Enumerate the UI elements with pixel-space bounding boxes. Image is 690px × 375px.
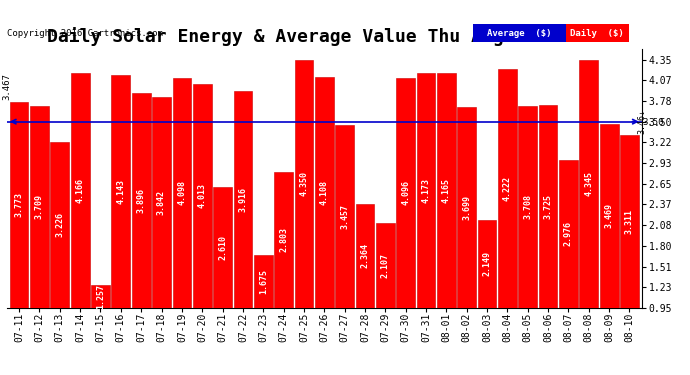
Text: 4.345: 4.345 — [584, 171, 593, 196]
Text: 3.311: 3.311 — [625, 209, 634, 234]
Bar — [152, 97, 171, 308]
Bar — [30, 106, 49, 308]
Bar — [457, 107, 476, 308]
Text: 3.842: 3.842 — [157, 190, 166, 214]
Text: 3.896: 3.896 — [137, 188, 146, 213]
Text: 4.143: 4.143 — [117, 178, 126, 204]
Text: 2.364: 2.364 — [360, 243, 369, 268]
Text: 3.50: 3.50 — [642, 118, 664, 127]
FancyBboxPatch shape — [473, 24, 566, 42]
Text: 1.257: 1.257 — [96, 284, 105, 309]
Text: 4.096: 4.096 — [401, 180, 410, 206]
Text: 2.610: 2.610 — [218, 234, 227, 260]
Text: 4.350: 4.350 — [299, 171, 308, 196]
Title: Daily Solar Energy & Average Value Thu Aug 11 19:54: Daily Solar Energy & Average Value Thu A… — [47, 27, 602, 46]
Text: 3.469: 3.469 — [604, 203, 613, 228]
Text: 2.149: 2.149 — [482, 251, 491, 276]
Bar — [477, 220, 496, 308]
Bar — [233, 92, 253, 308]
Text: 3.916: 3.916 — [239, 187, 248, 212]
Bar — [539, 105, 558, 308]
Text: Average  ($): Average ($) — [487, 29, 552, 38]
Bar — [417, 73, 435, 308]
Bar — [295, 60, 313, 308]
Bar — [559, 160, 578, 308]
Bar — [50, 142, 69, 308]
Text: 3.467: 3.467 — [2, 73, 12, 99]
Bar — [437, 73, 455, 308]
Bar — [10, 102, 28, 308]
Text: 4.013: 4.013 — [198, 183, 207, 209]
Bar — [498, 69, 517, 308]
Text: 3.708: 3.708 — [523, 195, 532, 219]
Text: Daily  ($): Daily ($) — [571, 29, 624, 38]
Bar — [71, 73, 90, 308]
Bar — [132, 93, 150, 308]
Text: 3.725: 3.725 — [544, 194, 553, 219]
Text: Copyright 2016 Cartronics.com: Copyright 2016 Cartronics.com — [7, 29, 163, 38]
Text: 4.222: 4.222 — [503, 176, 512, 201]
FancyBboxPatch shape — [566, 24, 629, 42]
Bar — [396, 78, 415, 308]
Bar — [620, 135, 639, 308]
Bar — [274, 172, 293, 308]
Text: 4.108: 4.108 — [319, 180, 329, 205]
Text: 4.173: 4.173 — [422, 177, 431, 203]
Bar — [193, 84, 212, 308]
Text: 3.226: 3.226 — [55, 212, 64, 237]
Bar — [112, 75, 130, 308]
Text: 3.773: 3.773 — [14, 192, 23, 217]
Bar — [213, 186, 232, 308]
Bar — [580, 60, 598, 308]
Text: 4.166: 4.166 — [76, 178, 85, 203]
Bar — [254, 255, 273, 308]
Text: 3.709: 3.709 — [35, 195, 44, 219]
Bar — [335, 125, 354, 308]
Text: 3.457: 3.457 — [340, 204, 349, 229]
Text: 4.165: 4.165 — [442, 178, 451, 203]
Text: 4.098: 4.098 — [177, 180, 186, 205]
Bar — [315, 77, 334, 308]
Bar — [91, 285, 110, 308]
Bar — [376, 223, 395, 308]
Bar — [172, 78, 191, 308]
Bar — [355, 204, 375, 308]
Text: 3.699: 3.699 — [462, 195, 471, 220]
Bar — [600, 124, 618, 308]
Bar — [518, 106, 537, 308]
Text: 2.976: 2.976 — [564, 221, 573, 246]
Text: 3.46↓: 3.46↓ — [637, 109, 647, 134]
Text: 1.675: 1.675 — [259, 268, 268, 294]
Text: 2.803: 2.803 — [279, 228, 288, 252]
Text: 2.107: 2.107 — [381, 253, 390, 278]
